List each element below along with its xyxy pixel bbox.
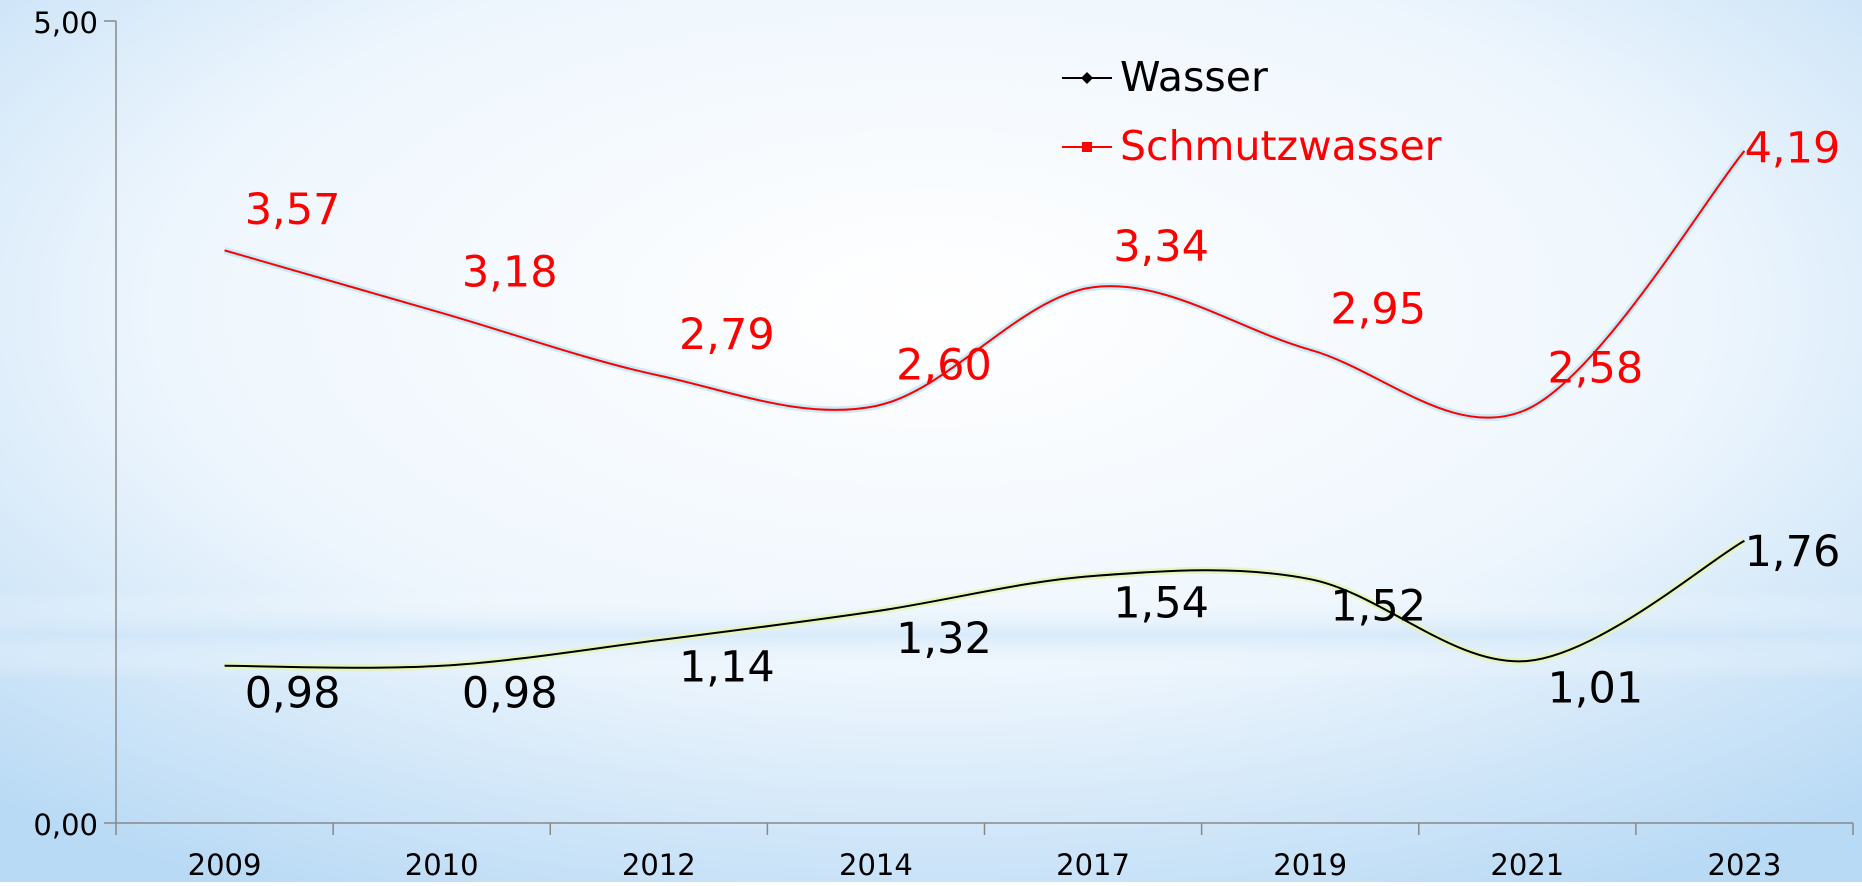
legend-marker (1081, 72, 1093, 84)
x-tick-label: 2012 (622, 848, 696, 882)
x-tick-label: 2021 (1490, 848, 1564, 882)
x-tick-label: 2023 (1708, 848, 1782, 882)
line (224, 539, 1745, 669)
data-label: 2,79 (679, 310, 775, 360)
data-label: 3,34 (1113, 222, 1209, 272)
x-tick-label: 2019 (1273, 848, 1347, 882)
y-tick-label: 0,00 (33, 808, 98, 842)
data-label: 3,18 (462, 247, 558, 297)
data-label: 1,01 (1547, 663, 1643, 713)
data-label: 2,58 (1547, 344, 1643, 394)
legend-label: Wasser (1120, 53, 1268, 101)
legend-label: Schmutzwasser (1120, 122, 1442, 170)
x-tick-label: 2017 (1056, 848, 1130, 882)
data-label: 3,57 (245, 185, 341, 235)
legend-marker (1082, 142, 1092, 152)
data-label: 0,98 (462, 668, 558, 718)
data-label: 1,52 (1330, 582, 1426, 632)
data-label: 2,95 (1330, 284, 1426, 334)
data-label: 1,32 (896, 614, 992, 664)
y-tick-label: 5,00 (33, 6, 98, 40)
x-tick-label: 2014 (839, 848, 913, 882)
data-label: 1,14 (679, 643, 775, 693)
line (224, 150, 1746, 419)
data-label: 0,98 (245, 668, 341, 718)
data-label: 4,19 (1745, 123, 1841, 173)
data-label: 1,76 (1745, 527, 1841, 577)
data-label: 1,54 (1113, 578, 1209, 628)
data-label: 2,60 (896, 340, 992, 390)
x-tick-label: 2009 (188, 848, 262, 882)
x-tick-label: 2010 (405, 848, 479, 882)
